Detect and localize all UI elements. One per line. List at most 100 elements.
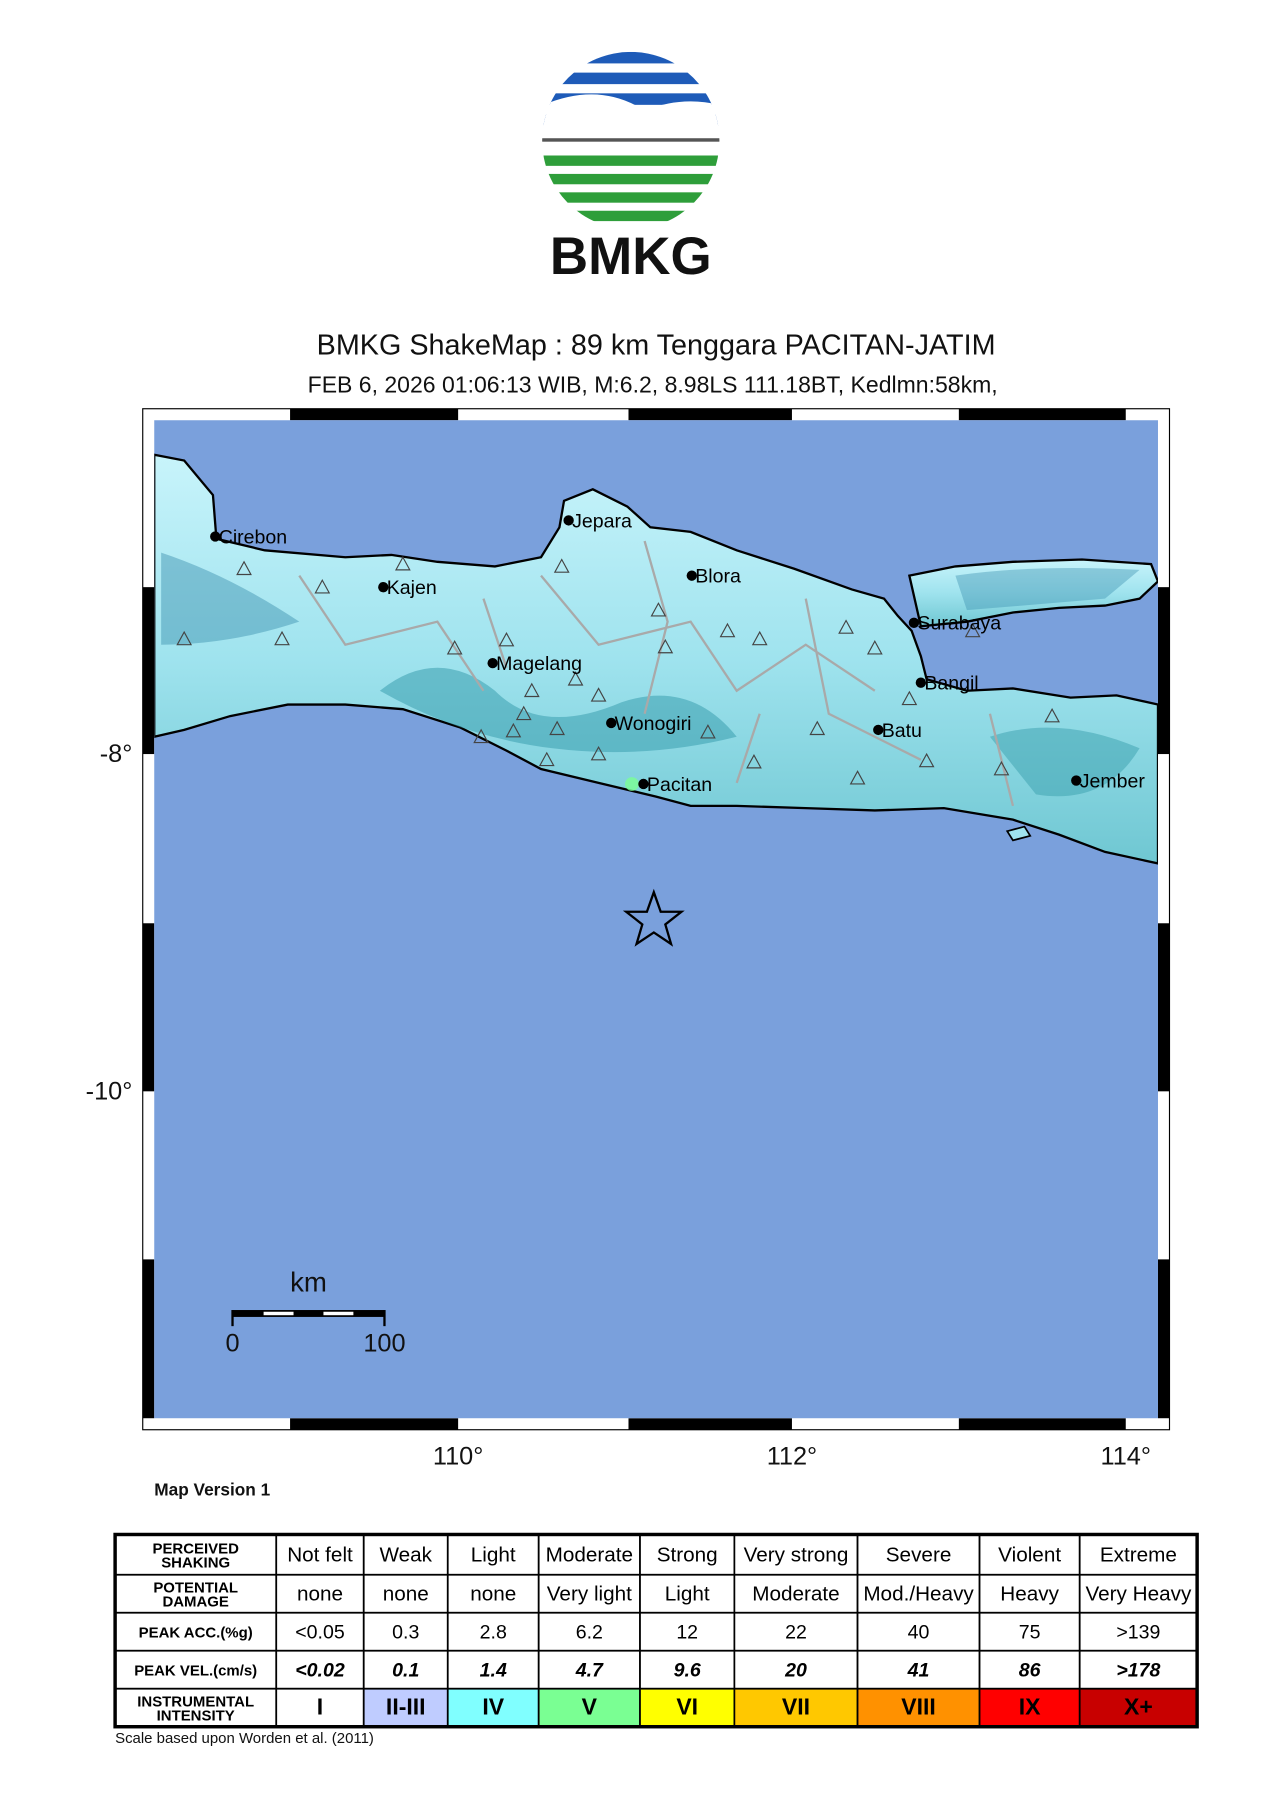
lat-label: -10° xyxy=(86,1077,133,1105)
subtitle: FEB 6, 2026 01:06:13 WIB, M:6.2, 8.98LS … xyxy=(308,372,998,398)
scale-label: 100 xyxy=(363,1329,405,1357)
station xyxy=(657,638,674,654)
cities: Cirebon Kajen Jepara Blora Magelang Wonogiri P… xyxy=(210,510,1145,796)
station xyxy=(746,754,762,769)
station xyxy=(498,631,515,647)
legend-cell xyxy=(978,1611,1081,1652)
legend-cell-text: IX xyxy=(1019,1694,1041,1720)
legend-row-label: PEAK VEL.(cm/s) xyxy=(134,1662,257,1679)
legend-cell-text: VI xyxy=(676,1694,698,1720)
legend-cell-text: none xyxy=(470,1583,516,1606)
legend-cell xyxy=(446,1533,540,1576)
legend-cell xyxy=(639,1687,736,1728)
frame-tick xyxy=(628,408,792,421)
legend-header-cell xyxy=(114,1649,278,1690)
legend-cell-text: IV xyxy=(482,1694,504,1720)
legend-cell-text: VII xyxy=(782,1694,810,1720)
logo-text: BMKG xyxy=(550,227,712,286)
legend-cell xyxy=(275,1649,365,1690)
scale-bar xyxy=(231,1310,386,1327)
legend-cell xyxy=(856,1611,981,1652)
legend-cell-text: Very strong xyxy=(744,1544,849,1567)
frame-tick xyxy=(290,1418,459,1430)
legend-cell xyxy=(275,1573,365,1614)
station xyxy=(590,687,607,702)
legend-cell-text: Mod./Heavy xyxy=(863,1583,974,1606)
footer: Scale based upon Worden et al. (2011) xyxy=(115,1730,374,1747)
legend-row-label: POTENTIAL xyxy=(153,1580,238,1597)
legend-cell xyxy=(733,1533,859,1576)
frame-tick xyxy=(958,408,1126,421)
legend-cell-text: Not felt xyxy=(287,1544,353,1567)
station xyxy=(901,690,918,706)
legend-cell-text: 0.1 xyxy=(392,1660,419,1682)
station xyxy=(314,579,331,594)
city-dot xyxy=(873,724,884,736)
stations xyxy=(176,556,1060,785)
legend-cell xyxy=(446,1687,540,1728)
city-dot xyxy=(606,717,617,729)
legend-cell-text: Moderate xyxy=(752,1583,839,1606)
legend-cell-text: Moderate xyxy=(546,1544,633,1567)
frame-ticks xyxy=(142,408,1170,1430)
legend-cell-text: VIII xyxy=(901,1694,936,1720)
legend-cell-text: Violent xyxy=(998,1544,1061,1567)
legend-cell-text: X+ xyxy=(1124,1694,1153,1720)
legend-cell-text: 6.2 xyxy=(576,1622,603,1644)
legend-cell-text: none xyxy=(383,1583,429,1606)
title: BMKG ShakeMap : 89 km Tenggara PACITAN-J… xyxy=(317,330,996,362)
station xyxy=(446,640,463,655)
city-label: Kajen xyxy=(387,577,437,599)
station xyxy=(849,770,866,785)
legend-cell-text: Weak xyxy=(379,1544,432,1567)
frame-tick xyxy=(142,587,155,755)
legend-cell xyxy=(856,1649,981,1690)
legend-cell-text: >139 xyxy=(1116,1622,1160,1644)
station xyxy=(523,682,540,698)
station xyxy=(918,752,935,768)
station xyxy=(538,751,555,767)
legend-cell-text: Very Heavy xyxy=(1085,1583,1192,1606)
land xyxy=(154,453,1158,865)
legend-header-cell xyxy=(114,1573,278,1614)
legend-cell-text: 20 xyxy=(784,1660,807,1682)
station xyxy=(553,558,570,573)
legend-row-label: PEAK ACC.(%g) xyxy=(139,1625,253,1642)
station xyxy=(590,745,607,761)
legend-border xyxy=(113,1532,1199,1729)
legend-row-label: DAMAGE xyxy=(162,1593,228,1610)
legend-cell xyxy=(362,1687,449,1728)
epicenter xyxy=(622,888,685,947)
station xyxy=(809,720,826,736)
legend-cell-text: Severe xyxy=(886,1544,952,1567)
legend-cell-text: V xyxy=(582,1694,598,1720)
city-label: Jember xyxy=(1080,770,1146,792)
city-dot xyxy=(638,778,649,790)
frame-tick xyxy=(142,923,155,1092)
lat-label: -8° xyxy=(100,740,133,768)
frame-tick xyxy=(1157,1259,1170,1419)
legend-cell-text: 41 xyxy=(907,1660,930,1682)
legend-cell-text: 22 xyxy=(785,1622,807,1644)
logo-mark xyxy=(542,51,720,222)
city-dot xyxy=(210,531,221,542)
scale-unit: km xyxy=(290,1267,327,1298)
city-label: Jepara xyxy=(572,510,632,532)
station xyxy=(719,622,736,638)
station xyxy=(473,728,490,744)
legend-cell-text: Light xyxy=(665,1583,710,1606)
legend-row-label: SHAKING xyxy=(161,1554,230,1571)
city-label: Cirebon xyxy=(219,526,287,548)
legend-cell-text: <0.02 xyxy=(295,1660,345,1682)
city-label: Magelang xyxy=(496,653,582,675)
map-version: Map Version 1 xyxy=(154,1479,270,1499)
legend-cell-text: >178 xyxy=(1116,1660,1160,1682)
frame-tick xyxy=(1157,587,1170,755)
legend-cell-text: 12 xyxy=(676,1622,698,1644)
station xyxy=(236,560,252,576)
lon-label: 112° xyxy=(767,1442,817,1470)
legend-cell xyxy=(537,1533,641,1576)
station xyxy=(176,630,193,646)
legend-row-label: INTENSITY xyxy=(157,1707,235,1724)
station xyxy=(838,619,854,634)
